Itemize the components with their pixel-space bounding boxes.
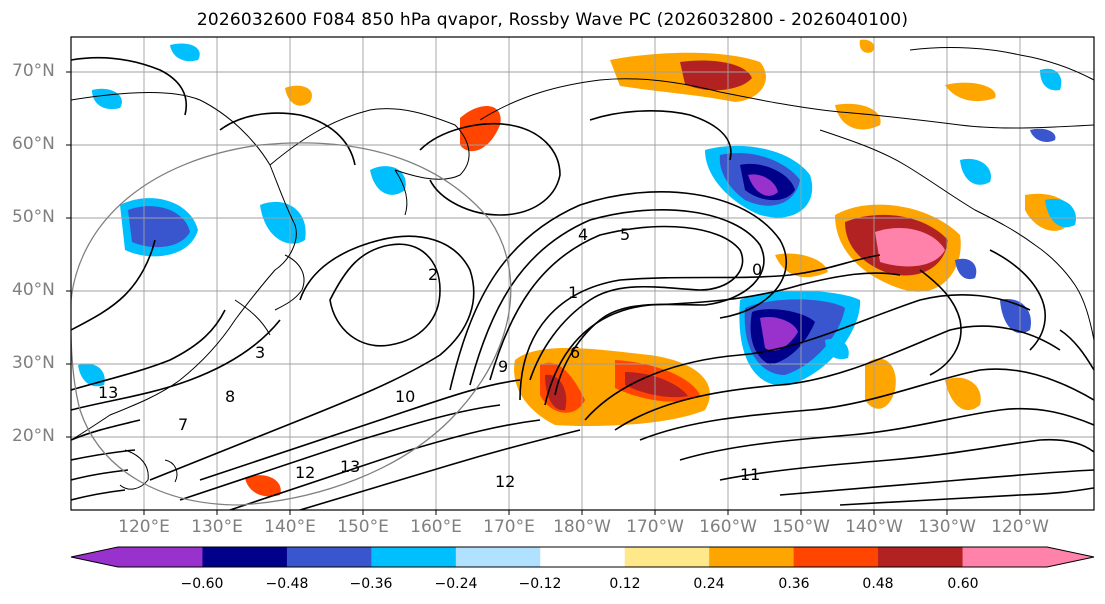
contour-label: 0 [752,260,762,279]
colorbar-cell [202,547,288,567]
axis-ticks [66,71,1021,515]
colorbar-cell [371,547,457,567]
lon-label-140w: 140°W [845,517,903,537]
colorbar-tick-label: −0.12 [518,576,562,592]
lat-label-40n: 40°N [12,280,55,300]
lon-label-170e: 170°E [483,517,535,537]
positive-anomaly-regions [245,39,1073,497]
lon-label-180w: 180°W [553,517,611,537]
contour-label: 5 [620,225,630,244]
colorbar-tick-label: −0.48 [265,576,309,592]
lon-label-160e: 160°E [410,517,462,537]
colorbar-cell [540,547,626,567]
colorbar [70,546,1095,568]
colorbar-cell [878,547,964,567]
shading-layer [78,39,1076,497]
contour-label: 10 [395,387,415,406]
lat-label-60n: 60°N [12,134,55,154]
lat-label-30n: 30°N [12,353,55,373]
lon-label-130w: 130°W [918,517,976,537]
lon-label-160w: 160°W [699,517,757,537]
colorbar-cell [455,547,541,567]
contour-label: 12 [495,472,515,491]
contour-label: 8 [225,387,235,406]
colorbar-tick-label: −0.24 [434,576,478,592]
colorbar-cell [286,547,372,567]
colorbar-tick-label: 0.12 [609,576,641,592]
lon-label-130e: 130°E [191,517,243,537]
colorbar-cells [118,547,1048,567]
lat-label-70n: 70°N [12,61,55,81]
colorbar-cell [118,547,203,567]
colorbar-under-triangle [71,547,118,567]
colorbar-cell [962,547,1048,567]
lon-label-150w: 150°W [772,517,830,537]
map-content: 4 5 2 3 1 0 6 8 13 12 11 7 9 13 12 10 [71,37,1094,510]
lon-label-150e: 150°E [337,517,389,537]
wave-envelope-outline [71,142,512,506]
lon-label-140e: 140°E [264,517,316,537]
contour-label: 9 [498,357,508,376]
contour-label: 13 [98,383,118,402]
contour-label: 4 [578,225,588,244]
contour-label: 11 [740,465,760,484]
contour-label: 3 [255,343,265,362]
colorbar-outline [70,546,1095,568]
plot-title: 2026032600 F084 850 hPa qvapor, Rossby W… [196,10,909,30]
colorbar-tick-label: −0.60 [180,576,224,592]
lat-label-50n: 50°N [12,207,55,227]
contour-label: 1 [568,283,578,302]
negative-anomaly-regions [78,43,1076,387]
contour-label: 12 [295,463,315,482]
lat-label-20n: 20°N [12,426,55,446]
lon-label-120w: 120°W [991,517,1049,537]
colorbar-over-triangle [1047,547,1094,567]
colorbar-tick-label: 0.48 [862,576,894,592]
colorbar-tick-label: −0.36 [349,576,393,592]
graticule [71,37,1094,510]
colorbar-tick-label: 0.36 [778,576,810,592]
contour-label: 6 [570,343,580,362]
colorbar-cell [709,547,795,567]
colorbar-tick-label: 0.60 [947,576,979,592]
colorbar-cell [793,547,879,567]
contour-label: 13 [340,457,360,476]
contour-label: 2 [428,265,438,284]
colorbar-tick-label: 0.24 [693,576,725,592]
lon-label-170w: 170°W [626,517,684,537]
contour-labels: 4 5 2 3 1 0 6 8 13 12 11 7 9 13 12 10 [98,225,762,491]
lon-label-120e: 120°E [118,517,170,537]
contour-label: 7 [178,415,188,434]
colorbar-cell [624,547,710,567]
